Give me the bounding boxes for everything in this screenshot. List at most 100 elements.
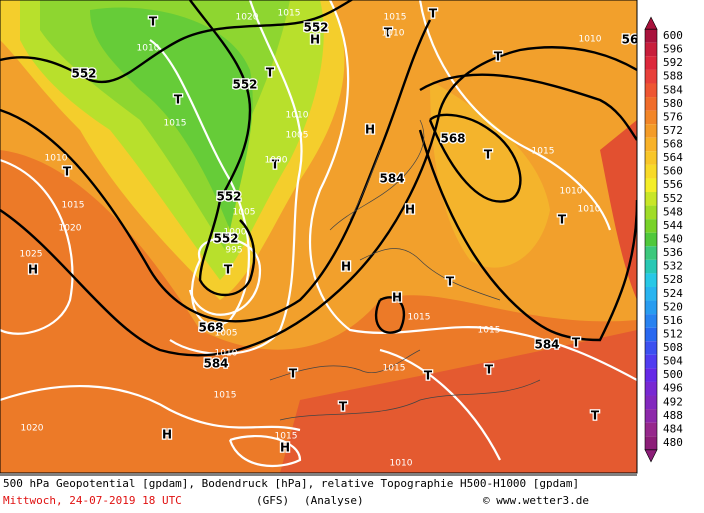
pressure-label: 1010 xyxy=(286,111,309,121)
pressure-center: T xyxy=(429,7,438,21)
pressure-center: T xyxy=(339,400,348,414)
pressure-label: 1020 xyxy=(59,224,82,234)
legend-label: 504 xyxy=(663,355,683,368)
pressure-label: 1020 xyxy=(236,13,259,23)
legend-label: 520 xyxy=(663,300,683,313)
pressure-center: T xyxy=(591,409,600,423)
pressure-center: H xyxy=(28,263,38,277)
legend-label: 540 xyxy=(663,233,683,246)
pressure-label: 1010 xyxy=(137,44,160,54)
legend-swatch xyxy=(645,83,657,98)
pressure-center: H xyxy=(341,260,351,274)
legend-label: 480 xyxy=(663,436,683,449)
legend-swatch xyxy=(645,381,657,396)
geopotential-label: 552 xyxy=(303,21,328,35)
legend-swatch xyxy=(645,341,657,355)
pressure-center: T xyxy=(224,263,233,277)
legend-swatch xyxy=(645,124,657,138)
pressure-label: 1010 xyxy=(390,459,413,469)
pressure-label: 1015 xyxy=(278,9,301,19)
legend-label: 532 xyxy=(663,260,683,273)
legend-swatch xyxy=(645,436,657,450)
pressure-label: 1005 xyxy=(286,131,309,141)
geopotential-label: 552 xyxy=(232,78,257,92)
legend-arrow-top xyxy=(644,16,658,30)
legend-label: 600 xyxy=(663,29,683,42)
legend-swatch xyxy=(645,205,657,220)
pressure-center: T xyxy=(384,26,393,40)
legend: 6005965925885845805765725685645605565525… xyxy=(644,16,683,463)
pressure-center: T xyxy=(485,363,494,377)
pressure-center: T xyxy=(289,367,298,381)
pressure-label: 1015 xyxy=(408,313,431,323)
legend-label: 508 xyxy=(663,341,683,354)
pressure-label: 1005 xyxy=(233,208,256,218)
run: (Analyse) xyxy=(304,494,364,507)
legend-swatch xyxy=(645,259,657,274)
pressure-label: 1010 xyxy=(578,205,601,215)
legend-swatch xyxy=(645,69,657,84)
map-frame xyxy=(0,0,638,474)
geopotential-label: 56 xyxy=(622,33,639,47)
legend-swatch xyxy=(645,327,657,342)
legend-label: 528 xyxy=(663,273,683,286)
legend-swatch xyxy=(645,110,657,125)
geopotential-label: 552 xyxy=(71,67,96,81)
pressure-label: 1010 xyxy=(560,187,583,197)
date: Mittwoch, 24-07-2019 18 UTC xyxy=(3,494,182,507)
legend-swatch xyxy=(645,354,657,369)
legend-label: 488 xyxy=(663,409,683,422)
pressure-label: 1015 xyxy=(478,326,501,336)
legend-swatch xyxy=(645,219,657,233)
pressure-label: 1015 xyxy=(214,391,237,401)
legend-label: 524 xyxy=(663,287,683,300)
legend-label: 572 xyxy=(663,124,683,137)
legend-label: 568 xyxy=(663,138,683,151)
legend-label: 584 xyxy=(663,83,683,96)
map-labels: 552 552 552 552 552 568 568 584 584 584 56 H H H H H H H H… xyxy=(20,5,639,469)
pressure-center: T xyxy=(63,165,72,179)
pressure-label: 1025 xyxy=(20,250,43,260)
legend-swatch xyxy=(645,151,657,165)
geopotential-label: 584 xyxy=(379,172,404,186)
pressure-center: T xyxy=(446,275,455,289)
legend-arrow-bottom xyxy=(644,449,658,463)
legend-swatch xyxy=(645,164,657,179)
legend-label: 484 xyxy=(663,422,683,435)
pressure-center: T xyxy=(424,369,433,383)
caption: 500 hPa Geopotential [gpdam], Bodendruck… xyxy=(3,477,579,490)
legend-label: 556 xyxy=(663,178,683,191)
legend-label: 548 xyxy=(663,205,683,218)
legend-label: 500 xyxy=(663,368,683,381)
legend-label: 596 xyxy=(663,43,683,56)
pressure-label: 1020 xyxy=(21,424,44,434)
legend-swatch xyxy=(645,56,657,70)
pressure-label: 1010 xyxy=(215,349,238,359)
legend-swatch xyxy=(645,300,657,315)
pressure-label: 1015 xyxy=(164,119,187,129)
legend-label: 544 xyxy=(663,219,683,232)
pressure-center: H xyxy=(162,428,172,442)
geopotential-label: 568 xyxy=(440,132,465,146)
pressure-label: 1015 xyxy=(62,201,85,211)
geopotential-label: 552 xyxy=(213,232,238,246)
legend-label: 564 xyxy=(663,151,683,164)
pressure-label: 995 xyxy=(225,246,242,256)
pressure-center: H xyxy=(310,33,320,47)
legend-label: 580 xyxy=(663,97,683,110)
legend-swatch xyxy=(645,422,657,437)
legend-label: 492 xyxy=(663,395,683,408)
legend-swatch xyxy=(645,368,657,382)
pressure-center: T xyxy=(494,50,503,64)
legend-label: 536 xyxy=(663,246,683,259)
geopotential-label: 584 xyxy=(203,357,228,371)
pressure-label: 1010 xyxy=(382,29,405,39)
pressure-center: H xyxy=(280,441,290,455)
pressure-center: H xyxy=(365,123,375,137)
legend-swatch xyxy=(645,178,657,193)
geopotential-label: 552 xyxy=(216,190,241,204)
pressure-label: 1005 xyxy=(215,329,238,339)
legend-swatch xyxy=(645,246,657,260)
pressure-label: 1015 xyxy=(383,364,406,374)
